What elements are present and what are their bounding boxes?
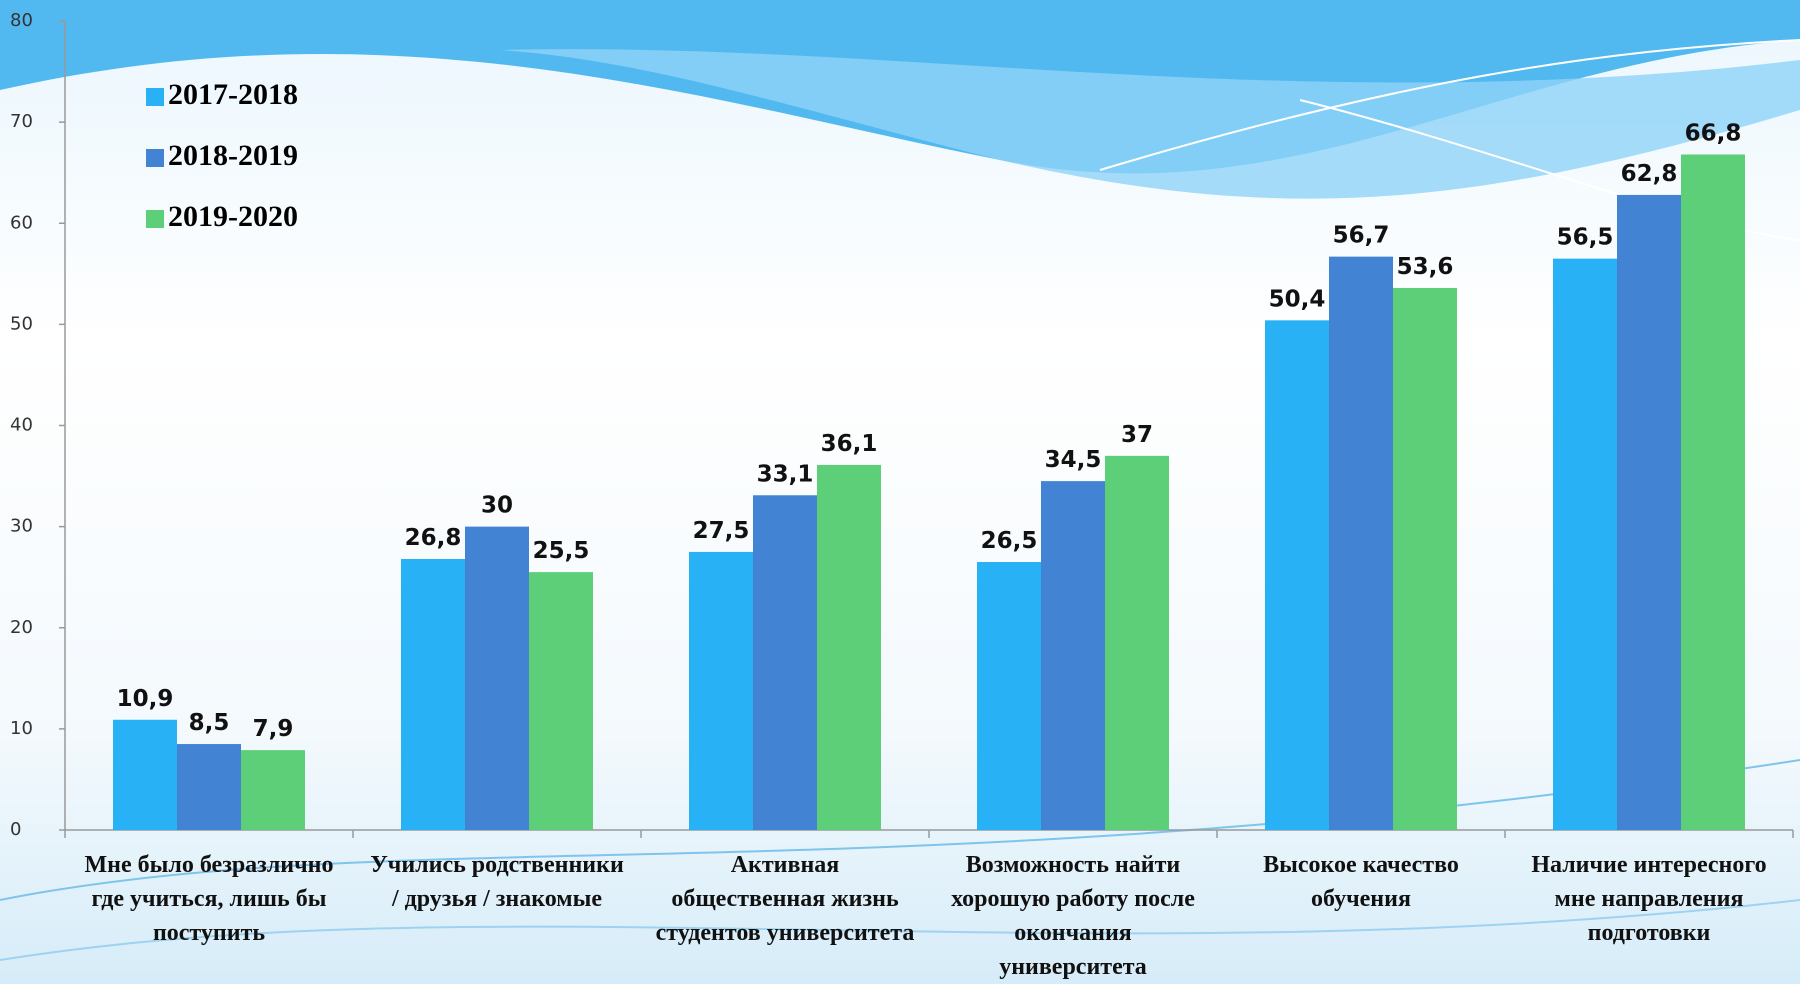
bar <box>817 464 881 830</box>
legend-swatch <box>146 149 164 167</box>
value-label: 53,6 <box>1397 254 1454 280</box>
value-label: 34,5 <box>1045 447 1102 473</box>
y-tick-label: 70 <box>10 111 33 132</box>
value-label: 62,8 <box>1621 161 1678 187</box>
y-tick-label: 30 <box>10 516 33 537</box>
value-label: 25,5 <box>533 538 590 564</box>
y-tick-label: 20 <box>10 617 33 638</box>
value-label: 37 <box>1121 422 1153 448</box>
bar <box>1105 455 1169 830</box>
bar <box>529 572 593 830</box>
bar <box>1265 320 1329 830</box>
value-label: 66,8 <box>1685 120 1742 146</box>
y-tick-label: 40 <box>10 415 33 436</box>
bar <box>689 551 753 830</box>
bar <box>753 495 817 830</box>
bar <box>1617 194 1681 830</box>
value-label: 26,8 <box>405 525 462 551</box>
value-label: 36,1 <box>821 431 878 457</box>
x-tick-label: Наличие интересного мне направления подг… <box>1531 852 1767 946</box>
bar <box>977 562 1041 830</box>
y-tick-label: 10 <box>10 718 33 739</box>
bar <box>241 750 305 830</box>
wave <box>500 49 1800 199</box>
y-tick-label: 0 <box>10 819 21 840</box>
value-label: 30 <box>481 493 513 519</box>
bar <box>1553 258 1617 830</box>
wave-line <box>0 899 1800 961</box>
bar <box>465 526 529 830</box>
bar <box>1041 481 1105 830</box>
y-tick-label: 60 <box>10 212 33 233</box>
bar <box>177 744 241 830</box>
x-tick-label: Учились родственники / друзья / знакомые <box>370 852 624 912</box>
legend-label: 2017-2018 <box>168 78 298 111</box>
bar <box>401 558 465 830</box>
value-label: 10,9 <box>117 686 174 712</box>
value-label: 33,1 <box>757 461 814 487</box>
bar <box>1681 154 1745 831</box>
bar <box>113 719 177 830</box>
value-label: 26,5 <box>981 528 1038 554</box>
legend-label: 2018-2019 <box>168 139 298 172</box>
x-tick-label: Мне было безразлично где учиться, лишь б… <box>84 852 334 946</box>
wave-line <box>1099 39 1800 171</box>
x-tick-label: Активная общественная жизнь студентов ун… <box>655 852 915 946</box>
bar <box>1329 256 1393 831</box>
value-label: 56,5 <box>1557 225 1614 251</box>
x-tick-label: Высокое качество обучения <box>1263 852 1459 912</box>
legend-label: 2019-2020 <box>168 200 298 233</box>
value-label: 27,5 <box>693 518 750 544</box>
bar <box>1393 287 1457 831</box>
legend-swatch <box>146 88 164 106</box>
legend-swatch <box>146 210 164 228</box>
value-label: 56,7 <box>1333 223 1390 249</box>
y-tick-label: 80 <box>10 10 33 31</box>
y-tick-label: 50 <box>10 313 33 334</box>
wave-line <box>1299 99 1800 241</box>
x-tick-label: Возможность найти хорошую работу после о… <box>951 852 1195 980</box>
value-label: 7,9 <box>253 716 294 742</box>
value-label: 8,5 <box>189 710 230 736</box>
value-label: 50,4 <box>1269 286 1326 312</box>
